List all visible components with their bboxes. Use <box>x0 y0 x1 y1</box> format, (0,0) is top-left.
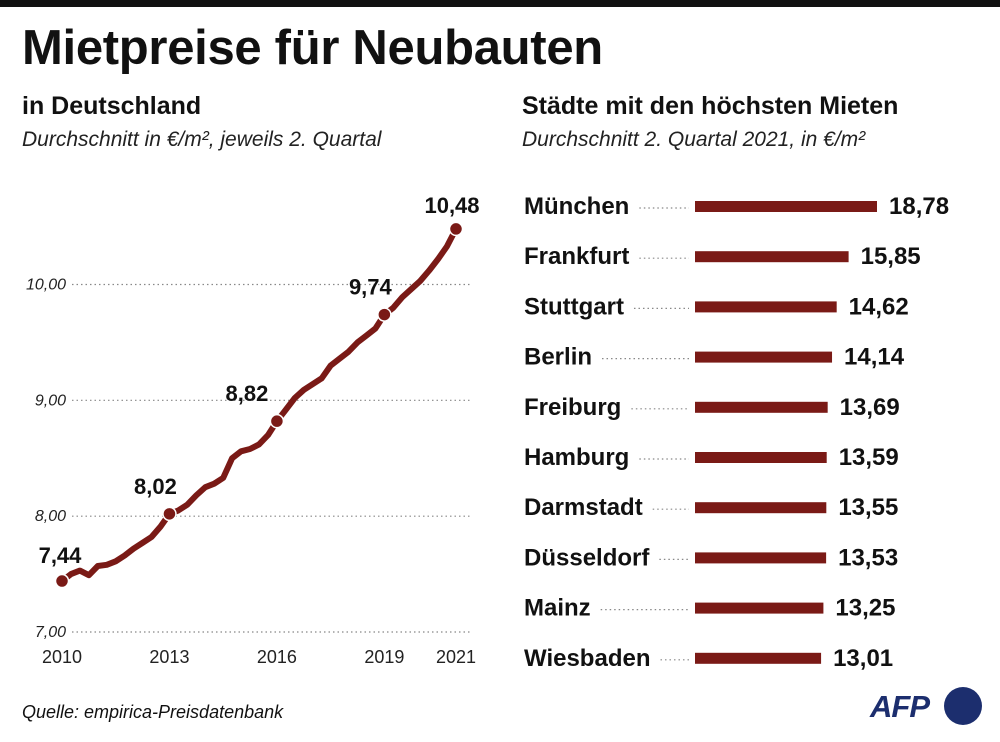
bar <box>695 351 833 363</box>
data-point <box>377 307 392 322</box>
line-chart: 7,00 8,00 9,00 10,00 2010 2013 2016 2019 2021 7,4… <box>26 193 480 667</box>
top-rule <box>0 0 1000 7</box>
category-label: Freiburg <box>524 394 621 421</box>
data-label: 10,48 <box>424 193 479 218</box>
value-label: 13,25 <box>835 595 895 622</box>
data-point <box>54 573 70 589</box>
left-chart-subtitle: Durchschnitt in €/m², jeweils 2. Quartal <box>22 128 382 151</box>
page-title: Mietpreise für Neubauten <box>22 21 603 75</box>
left-chart-title: in Deutschland <box>22 92 202 120</box>
x-tick-label: 2019 <box>364 647 404 667</box>
bar <box>695 301 837 313</box>
category-label: Stuttgart <box>524 293 624 320</box>
category-label: Hamburg <box>524 444 629 471</box>
data-point <box>269 413 285 429</box>
x-tick-label: 2016 <box>257 647 297 667</box>
series-line <box>59 225 459 584</box>
category-label: Mainz <box>524 595 591 622</box>
bar <box>695 201 877 212</box>
x-tick-label: 2010 <box>42 647 82 667</box>
category-label: Düsseldorf <box>524 544 650 571</box>
data-label: 7,44 <box>39 543 83 568</box>
bar <box>695 502 827 514</box>
data-point <box>448 221 464 237</box>
value-label: 13,01 <box>833 645 893 672</box>
afp-logo: AFP <box>870 684 985 730</box>
source-note: Quelle: empirica-Preisdatenbank <box>22 702 284 722</box>
bar <box>695 552 827 564</box>
category-label: Darmstadt <box>524 494 643 521</box>
bar-chart: München 18,78 Frankfurt 15,85 Stuttgart 14,62… <box>524 193 949 672</box>
value-label: 15,85 <box>861 243 921 270</box>
afp-logo-text: AFP <box>870 689 930 724</box>
value-label: 14,14 <box>844 344 905 371</box>
bar <box>695 452 827 463</box>
y-tick-label: 7,00 <box>35 624 66 641</box>
value-label: 14,62 <box>849 293 909 320</box>
data-label: 8,82 <box>225 381 268 406</box>
category-label: München <box>524 193 629 220</box>
category-label: Wiesbaden <box>524 645 650 672</box>
afp-logo-circle <box>944 687 982 725</box>
value-label: 13,53 <box>838 544 898 571</box>
data-point <box>162 506 177 522</box>
value-label: 13,55 <box>838 494 898 521</box>
data-label: 8,02 <box>134 474 177 499</box>
data-label: 9,74 <box>349 275 393 300</box>
right-chart-title: Städte mit den höchsten Mieten <box>522 92 899 120</box>
bar <box>695 401 828 413</box>
bar <box>695 602 824 614</box>
x-tick-label: 2021 <box>436 647 476 667</box>
y-tick-label: 10,00 <box>26 277 66 294</box>
bar <box>695 652 822 664</box>
y-tick-label: 8,00 <box>35 508 66 525</box>
bar <box>695 251 849 263</box>
x-tick-label: 2013 <box>149 647 189 667</box>
value-label: 13,69 <box>840 394 900 421</box>
value-label: 18,78 <box>889 193 949 220</box>
category-label: Berlin <box>524 344 592 371</box>
y-tick-label: 9,00 <box>35 392 66 409</box>
category-label: Frankfurt <box>524 243 629 270</box>
value-label: 13,59 <box>839 444 899 471</box>
right-chart-subtitle: Durchschnitt 2. Quartal 2021, in €/m² <box>522 128 866 151</box>
